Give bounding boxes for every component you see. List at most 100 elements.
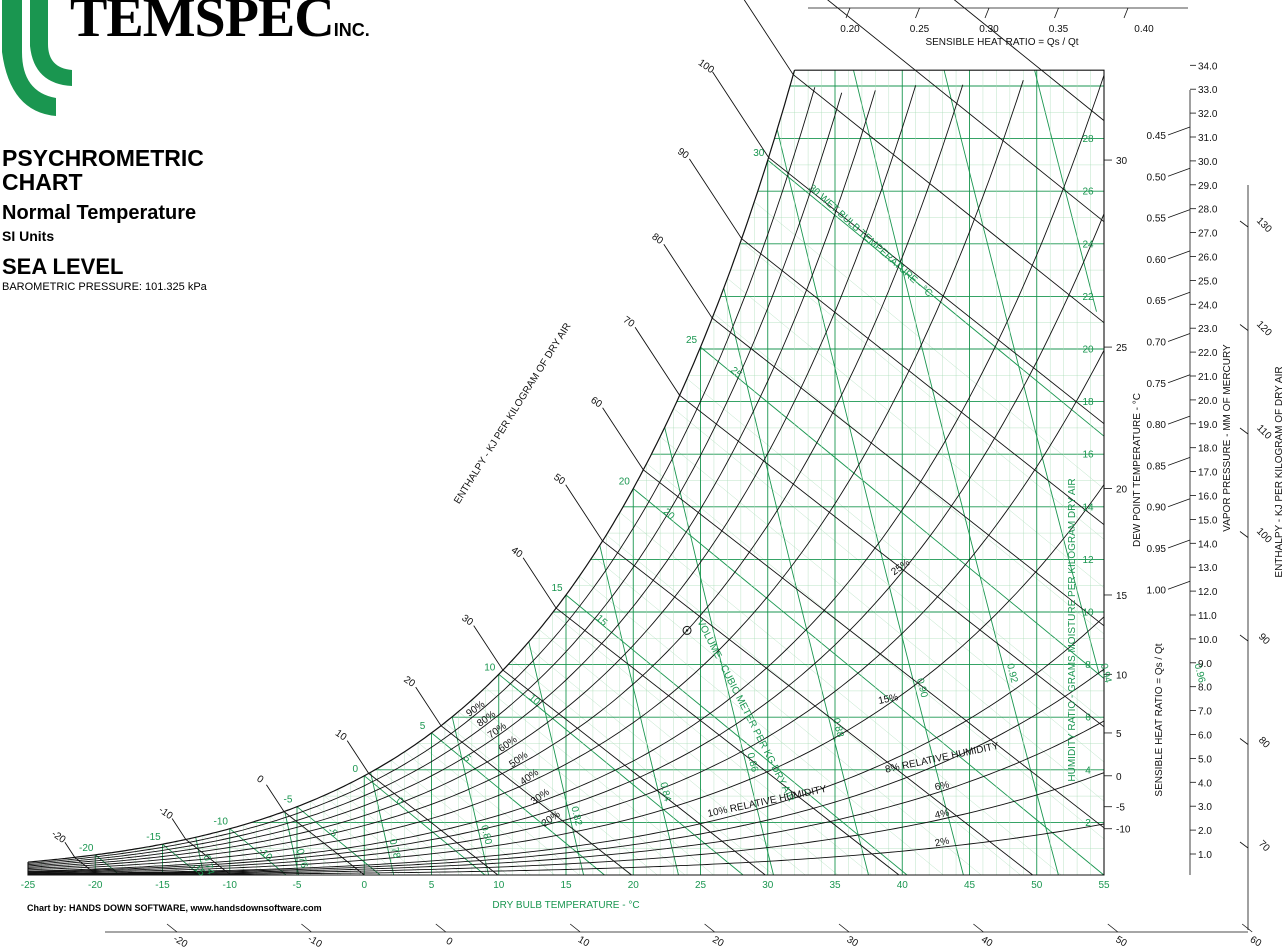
dry-bulb-tick-label: -20 [88, 880, 103, 891]
enthalpy-right-label: 100 [1254, 526, 1274, 546]
humidity-ratio-tick-label: 14 [1082, 502, 1094, 513]
dry-bulb-tick-label: 30 [762, 880, 774, 891]
relative-humidity-curve [27, 74, 1105, 872]
shr-top-tick [1123, 7, 1129, 19]
shr-right-tick [1167, 498, 1191, 508]
relative-humidity-curve [27, 616, 1105, 875]
altitude-label: SEA LEVEL [2, 254, 124, 279]
enthalpy-line [565, 484, 1033, 876]
shr-top-label: 0.20 [840, 24, 860, 35]
vapor-pressure-label: 30.0 [1198, 157, 1218, 168]
light-grid-line [552, 612, 872, 876]
humidity-ratio-tick-label: 26 [1082, 187, 1094, 198]
humidity-ratio-axis-label: HUMIDITY RATIO - GRAMS MOISTURE PER KILO… [1067, 478, 1078, 781]
wet-bulb-line [565, 594, 908, 876]
enthalpy-line [743, 0, 1105, 324]
wet-bulb-scale-label: 0 [352, 764, 358, 775]
humidity-ratio-tick-label: 24 [1082, 239, 1094, 250]
vapor-pressure-label: 4.0 [1198, 778, 1212, 789]
dew-point-label: 15 [1116, 591, 1128, 602]
enthalpy-bottom-label: 50 [1113, 934, 1129, 949]
vapor-pressure-label: 14.0 [1198, 539, 1218, 550]
relative-humidity-curve [28, 772, 1105, 875]
light-grid-line [390, 760, 531, 876]
volume-label: 0.96 [1192, 662, 1207, 684]
dew-point-label: -5 [1116, 803, 1125, 814]
light-grid-line [485, 687, 714, 876]
relative-humidity-curve [27, 92, 843, 866]
dew-point-label: 20 [1116, 485, 1128, 496]
shr-right-label: 0.75 [1147, 379, 1167, 390]
shr-top-label: 0.25 [910, 24, 930, 35]
vapor-pressure-axis-label: VAPOR PRESSURE - MM OF MERCURY [1222, 344, 1233, 532]
shr-top-axis-label: SENSIBLE HEAT RATIO = Qs / Qt [925, 37, 1078, 48]
relative-humidity-curve [27, 84, 964, 869]
enthalpy-bottom-tick [1107, 923, 1119, 933]
vapor-pressure-label: 13.0 [1198, 563, 1218, 574]
dry-bulb-tick-label: 5 [429, 880, 435, 891]
shr-right-tick [1167, 126, 1191, 136]
units-label: SI Units [2, 228, 55, 244]
relative-humidity-label: 30% [529, 787, 552, 808]
shr-right-label: 0.60 [1147, 255, 1167, 266]
wet-bulb-line [767, 159, 1105, 437]
volume-line [528, 641, 585, 876]
vapor-pressure-label: 15.0 [1198, 515, 1218, 526]
wet-bulb-inline-label: 25 [728, 365, 744, 381]
shr-right-label: 0.90 [1147, 503, 1167, 514]
volume-label: 0.76 [294, 848, 309, 870]
vapor-pressure-label: 20.0 [1198, 396, 1218, 407]
humidity-ratio-tick-label: 8 [1085, 660, 1091, 671]
dew-point-label: 30 [1116, 156, 1128, 167]
volume-line [664, 427, 774, 876]
shr-right-tick [1167, 250, 1191, 260]
relative-humidity-label: 6% [934, 780, 951, 794]
vapor-pressure-label: 33.0 [1198, 85, 1218, 96]
wet-bulb-scale-label: 20 [619, 477, 631, 488]
dew-point-label: 10 [1116, 670, 1128, 681]
dry-bulb-tick-label: 10 [493, 880, 505, 891]
vapor-pressure-label: 6.0 [1198, 731, 1212, 742]
enthalpy-label: 0 [254, 774, 265, 786]
enthalpy-right-label: 90 [1256, 631, 1272, 647]
shr-right-tick [1167, 374, 1191, 384]
dew-point-label: 5 [1116, 729, 1122, 740]
shr-right-label: 0.55 [1147, 214, 1167, 225]
volume-label: 0.78 [387, 838, 402, 860]
vapor-pressure-label: 2.0 [1198, 826, 1212, 837]
light-grid-line [592, 555, 982, 876]
enthalpy-bottom-tick [569, 923, 581, 933]
light-grid-line [243, 824, 305, 876]
enthalpy-right-label: 70 [1256, 838, 1272, 854]
shr-right-label: 0.50 [1147, 172, 1167, 183]
enthalpy-line [712, 71, 1105, 425]
vapor-pressure-label: 10.0 [1198, 635, 1218, 646]
shr-right-label: 0.80 [1147, 420, 1167, 431]
shr-right-tick [1167, 333, 1191, 342]
relative-humidity-curve [27, 213, 1105, 873]
dew-point-label: -10 [1116, 825, 1131, 836]
light-grid-line [377, 768, 508, 876]
enthalpy-bottom-tick [435, 923, 447, 933]
shr-right-tick [1167, 209, 1191, 218]
shr-right-tick [1167, 539, 1191, 549]
enthalpy-bottom-label: 60 [1248, 934, 1264, 949]
enthalpy-bottom-tick [838, 923, 850, 933]
shr-right-label: 0.70 [1147, 338, 1167, 349]
wet-bulb-scale-label: -5 [284, 795, 293, 806]
humidity-ratio-tick-label: 16 [1082, 450, 1094, 461]
subtitle: Normal Temperature [2, 202, 197, 224]
dry-bulb-tick-label: 35 [829, 880, 841, 891]
dry-bulb-tick-label: 50 [1031, 880, 1043, 891]
vapor-pressure-label: 17.0 [1198, 468, 1218, 479]
wet-bulb-scale-label: 15 [551, 583, 563, 594]
relative-humidity-label: 20% [540, 809, 563, 830]
dew-point-label: 0 [1116, 772, 1122, 783]
enthalpy-bottom-label: 20 [710, 934, 726, 949]
enthalpy-right-label: 80 [1256, 735, 1272, 751]
shr-right-label: 1.00 [1147, 585, 1167, 596]
humidity-ratio-tick-label: 18 [1082, 397, 1094, 408]
shr-right-axis-label: SENSIBLE HEAT RATIO = Qs / Qt [1154, 643, 1165, 796]
enthalpy-bottom-tick [301, 923, 312, 933]
dry-bulb-axis-label: DRY BULB TEMPERATURE - °C [492, 900, 639, 911]
